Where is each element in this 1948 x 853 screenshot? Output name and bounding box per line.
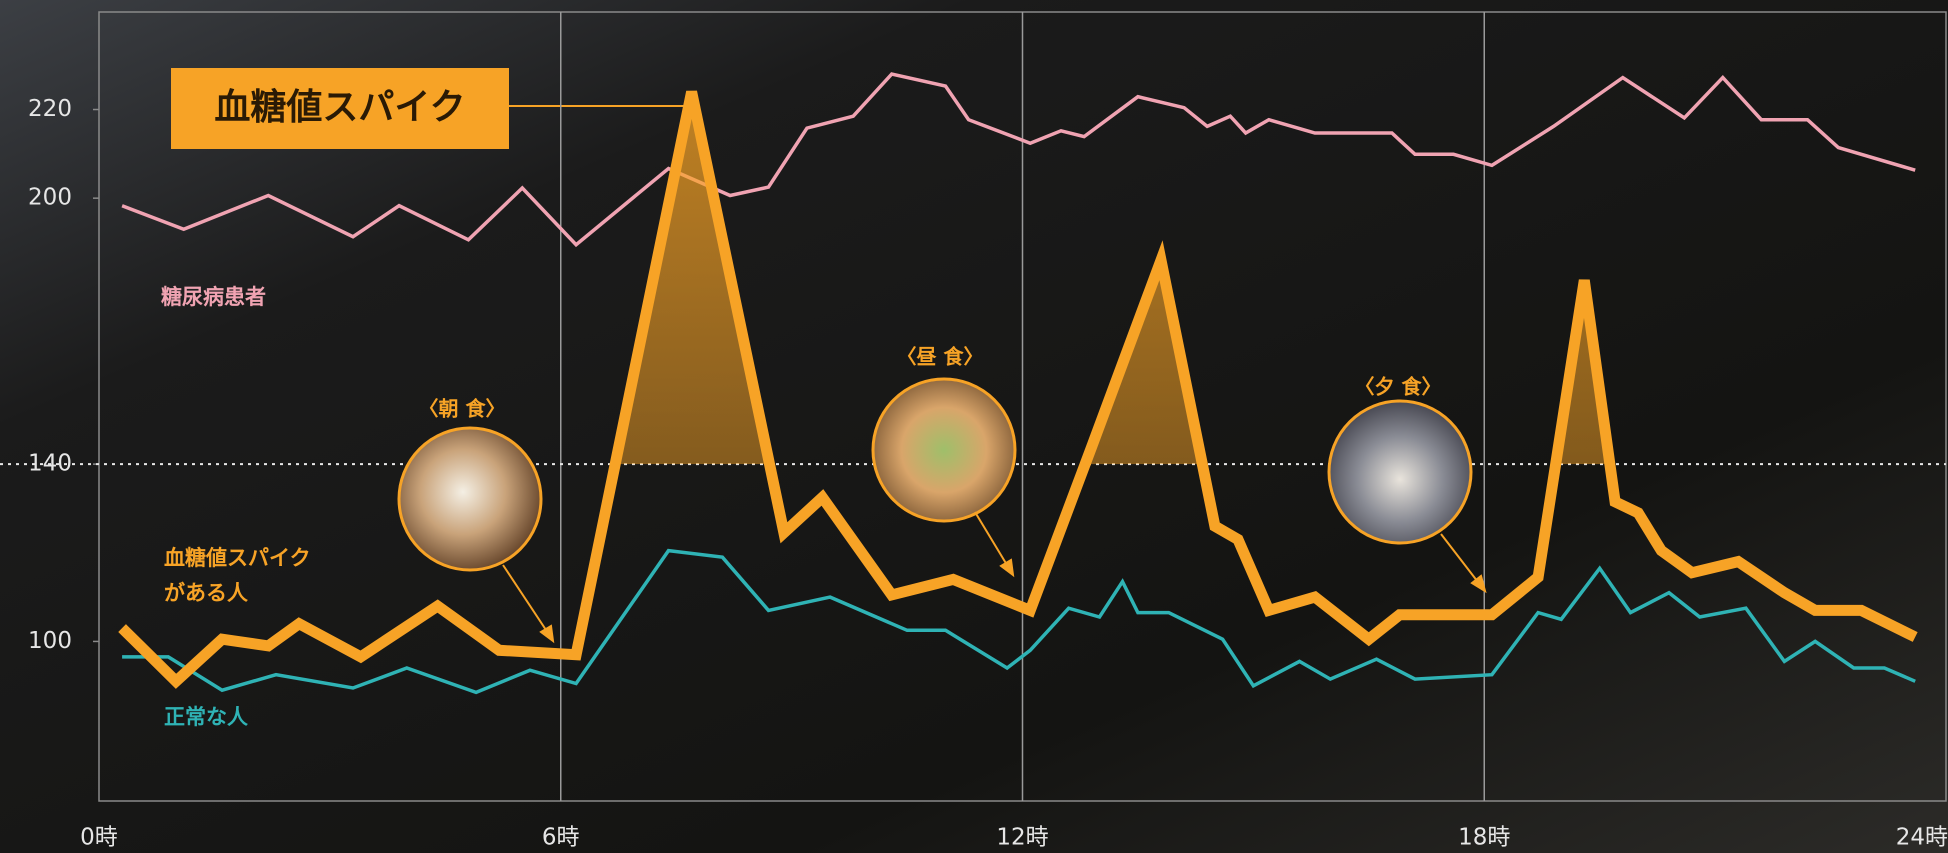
annotation: 〈昼 食〉 (897, 345, 984, 369)
series-label: 糖尿病患者 (161, 285, 266, 309)
x-tick-label: 12時 (996, 825, 1048, 851)
dinner-photo (1329, 401, 1471, 543)
annotation: 〈夕 食〉 (1355, 375, 1442, 399)
x-tick-label: 0時 (80, 825, 118, 851)
chart: 血糖値スパイク 0時6時12時18時24時100140200220糖尿病患者血糖… (0, 0, 1948, 853)
y-tick-label: 200 (28, 185, 72, 211)
x-tick-label: 18時 (1458, 825, 1510, 851)
x-tick-label: 6時 (542, 825, 580, 851)
breakfast-photo (399, 428, 541, 570)
x-tick-label: 24時 (1896, 825, 1948, 851)
series-label: 正常な人 (164, 705, 248, 729)
lunch-photo (873, 379, 1015, 521)
y-tick-label: 100 (28, 628, 72, 654)
y-tick-label: 220 (28, 96, 72, 122)
annotation: 〈朝 食〉 (419, 397, 506, 421)
chart-title: 血糖値スパイク (214, 87, 465, 128)
